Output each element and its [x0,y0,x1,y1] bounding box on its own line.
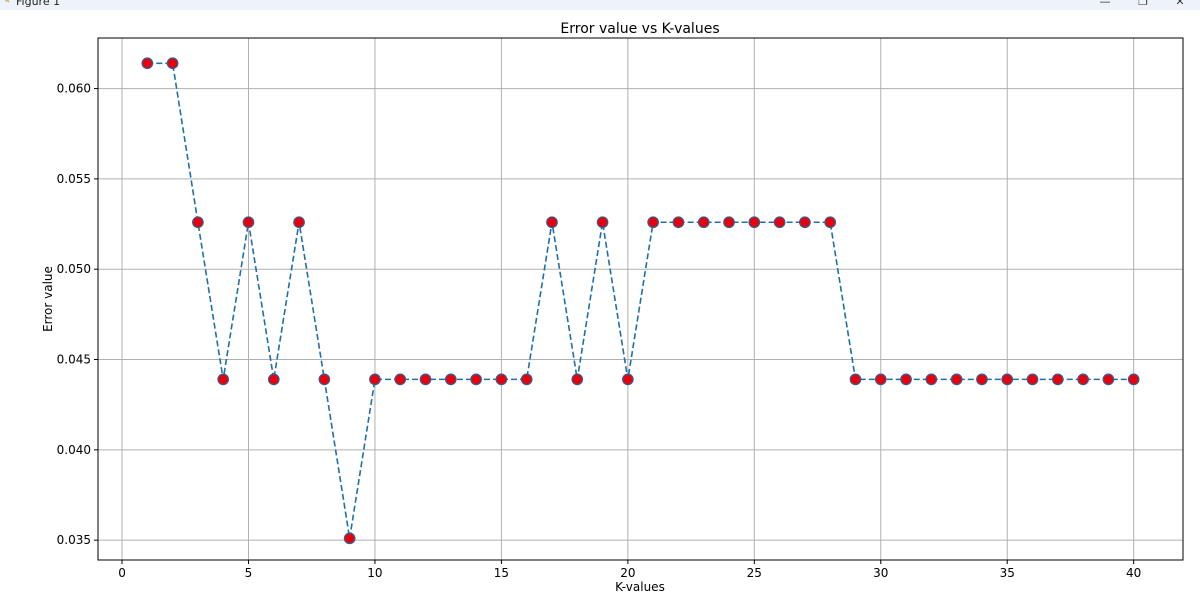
data-point [141,57,154,70]
matplotlib-icon: ✎ [2,0,11,6]
x-tick-label: 15 [494,566,509,580]
x-tick-label: 25 [747,566,762,580]
data-point [242,216,255,229]
data-point [520,373,533,386]
data-point [267,373,280,386]
grid-lines [98,38,1183,560]
maximize-button[interactable]: ❐ [1138,0,1148,8]
data-point [166,57,179,70]
series-line-layer [147,62,1134,539]
data-point [824,216,837,229]
data-point [647,216,659,229]
data-point [849,373,862,386]
x-axis-label: K-values [615,580,665,594]
data-point [444,373,457,386]
line-chart: Error value vs K-values 0 5 10 15 20 25 30 35 40… [41,21,1184,594]
x-tick-label: 20 [620,566,635,580]
data-point [470,373,482,386]
x-tick-label: 0 [118,566,126,580]
y-tick-label: 0.035 [57,533,91,547]
data-point [1001,373,1014,386]
data-point [748,216,761,229]
y-axis-ticks: 0.035 0.040 0.045 0.050 0.055 0.060 [57,82,98,547]
y-tick-label: 0.045 [57,353,91,367]
x-tick-label: 10 [367,566,382,580]
series-line [147,62,1134,539]
y-tick-label: 0.060 [57,82,91,96]
window-title: Figure 1 [16,0,61,8]
data-point [976,373,988,386]
window-titlebar: ✎ Figure 1 — ❐ ✕ [0,0,1200,10]
data-point [571,373,584,386]
data-point [1051,373,1064,386]
x-axis-ticks: 0 5 10 15 20 25 30 35 40 [118,560,1141,580]
x-tick-label: 30 [873,566,888,580]
data-point [192,216,204,229]
data-point [1102,373,1115,386]
close-button[interactable]: ✕ [1175,0,1185,8]
figure-canvas: Error value vs K-values 0 5 10 15 20 25 30 35 40… [0,10,1200,598]
data-points [141,57,1140,545]
data-point [950,373,963,386]
data-point [697,216,710,229]
data-point [495,373,508,386]
data-point [799,216,811,229]
minimize-button[interactable]: — [1099,0,1111,8]
y-tick-label: 0.040 [57,443,91,457]
data-point [419,373,432,386]
data-point [1077,373,1089,386]
data-point [293,216,305,229]
data-point [1127,373,1140,386]
data-point [773,216,786,229]
data-point [925,373,938,386]
data-point [723,216,735,229]
data-point [622,373,634,386]
data-point [217,373,230,386]
data-point [394,373,407,386]
data-point [672,216,685,229]
x-tick-label: 35 [1000,566,1015,580]
plot-frame [97,37,1184,561]
y-axis-label: Error value [41,266,55,332]
y-tick-label: 0.050 [57,262,91,276]
data-point [1026,373,1039,386]
data-point [546,216,558,229]
data-point [369,373,381,386]
y-tick-label: 0.055 [57,172,91,186]
x-tick-label: 5 [245,566,253,580]
data-point [343,532,356,545]
data-point [900,373,912,386]
chart-title: Error value vs K-values [560,21,719,37]
data-point [318,373,331,386]
data-point [874,373,887,386]
data-point [596,216,609,229]
x-tick-label: 40 [1126,566,1141,580]
